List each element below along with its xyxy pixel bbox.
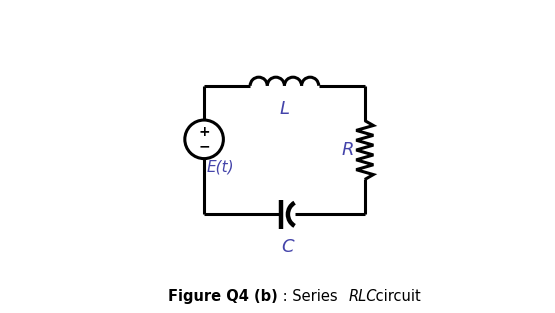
Circle shape — [185, 120, 223, 159]
Text: R: R — [341, 141, 354, 159]
Text: +: + — [198, 125, 210, 139]
Text: C: C — [281, 239, 294, 256]
Text: RLC: RLC — [349, 289, 377, 304]
Text: L: L — [279, 100, 290, 119]
Text: : Series: : Series — [278, 289, 342, 304]
Text: E(t): E(t) — [207, 160, 234, 175]
Text: −: − — [198, 140, 210, 154]
Text: Figure Q4 (b): Figure Q4 (b) — [168, 289, 278, 304]
Text: circuit: circuit — [371, 289, 421, 304]
